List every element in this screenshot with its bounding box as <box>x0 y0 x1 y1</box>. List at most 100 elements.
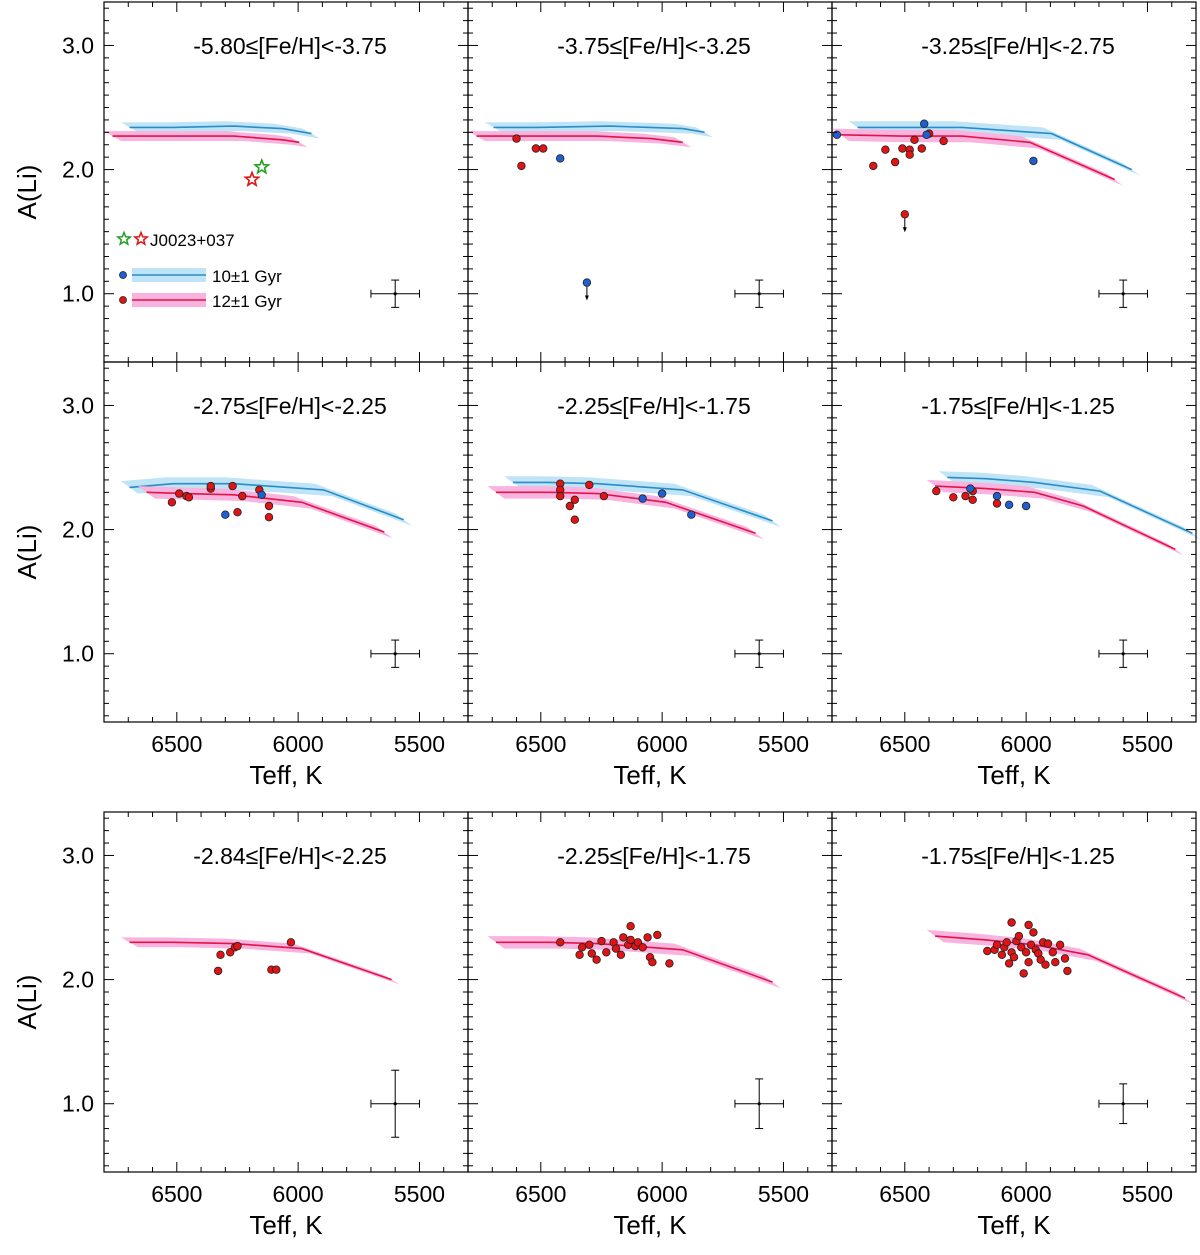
model-line-10gyr <box>493 125 705 134</box>
x-tick-label: 6500 <box>151 731 202 757</box>
data-point-red <box>213 966 223 976</box>
data-point-red <box>206 481 215 491</box>
error-bar <box>1098 279 1148 308</box>
data-point-red <box>1026 940 1036 949</box>
data-point-red <box>1036 955 1045 964</box>
data-point-red <box>272 965 281 974</box>
error-center <box>757 1102 761 1106</box>
data-point-red <box>1019 969 1028 978</box>
model-band-12gyr <box>138 486 393 539</box>
data-point-red <box>225 948 235 957</box>
model-band-12gyr <box>104 131 308 148</box>
axis-ticks <box>832 2 1196 362</box>
data-point-red <box>633 938 643 947</box>
upper-limit-arrowhead <box>584 295 589 301</box>
panel-8: 6500 6000 5500 -2.25≤[Fe/H]<-1.75 Teff, K <box>467 811 833 1240</box>
x-axis-label: Teff, K <box>613 1210 687 1240</box>
axis-ticks <box>104 362 468 722</box>
model-line-10gyr <box>512 481 773 522</box>
data-point-red <box>233 508 242 517</box>
data-point-red <box>1009 953 1019 962</box>
panel-title: -2.25≤[Fe/H]<-1.75 <box>557 393 751 419</box>
data-point-red <box>616 950 626 959</box>
data-point-red <box>939 136 948 146</box>
x-axis-label: Teff, K <box>977 760 1051 790</box>
data-point-blue <box>657 489 667 498</box>
y-tick-label: 3.0 <box>62 32 94 58</box>
axis-ticks <box>832 362 1196 722</box>
data-point-red <box>626 922 635 931</box>
axis-ticks <box>104 2 468 362</box>
data-point-blue <box>1004 500 1014 509</box>
x-tick-label: 6500 <box>515 1181 566 1207</box>
data-point-blue <box>638 494 647 503</box>
panel-6: 6500 6000 5500 -1.75≤[Fe/H]<-1.25 Teff, K <box>831 361 1200 790</box>
model-band-12gyr <box>468 131 692 148</box>
data-point-red <box>599 491 609 501</box>
panel-9: 6500 6000 5500 -1.75≤[Fe/H]<-1.25 Teff, K <box>831 811 1197 1240</box>
x-tick-label: 6500 <box>879 731 930 757</box>
data-point-red <box>587 949 596 958</box>
error-center <box>1121 652 1125 656</box>
x-tick-label: 6500 <box>151 1181 202 1207</box>
data-point-blue <box>922 130 931 139</box>
error-bar <box>370 279 420 308</box>
data-point-red <box>216 950 225 959</box>
model-line-12gyr <box>146 491 385 533</box>
data-point-red <box>638 943 647 952</box>
star-marker-red <box>243 170 261 187</box>
data-point-red <box>869 161 878 171</box>
data-point-red <box>665 959 674 968</box>
data-point-red <box>264 513 274 522</box>
panel-5: 6500 6000 5500 -2.25≤[Fe/H]<-1.75 Teff, K <box>467 361 833 790</box>
data-point-red <box>1024 958 1033 967</box>
data-point-red <box>575 950 584 959</box>
data-point-blue <box>687 510 696 519</box>
x-tick-label: 6000 <box>273 731 324 757</box>
error-center <box>757 652 761 656</box>
data-point-red <box>286 938 296 947</box>
data-point-red <box>1043 939 1053 948</box>
data-point-red <box>570 495 579 504</box>
model-line-10gyr <box>857 126 1133 171</box>
data-point-red <box>592 955 601 964</box>
data-point-red <box>905 150 914 159</box>
x-tick-label: 5500 <box>758 731 809 757</box>
error-bar <box>1098 1083 1148 1125</box>
star-marker-green <box>252 157 271 175</box>
model-line-12gyr <box>840 134 1116 181</box>
data-point-red <box>1024 920 1033 930</box>
data-point-red <box>898 144 907 153</box>
data-point-blue <box>257 490 266 499</box>
panel-title: -2.84≤[Fe/H]<-2.25 <box>193 843 387 869</box>
data-point-red <box>900 210 909 219</box>
data-point-red <box>167 498 177 507</box>
data-point-blue <box>992 491 1002 501</box>
data-point-red <box>556 491 565 501</box>
model-line-12gyr <box>495 491 756 535</box>
x-axis-label: Teff, K <box>249 760 323 790</box>
data-point-blue <box>1029 156 1038 166</box>
x-tick-label: 5500 <box>1122 1181 1173 1207</box>
data-point-red <box>585 480 594 490</box>
data-point-red <box>1004 959 1014 968</box>
error-bar <box>734 1078 784 1130</box>
data-point-red <box>238 491 247 501</box>
data-point-red <box>932 486 941 496</box>
model-line-12gyr <box>495 941 773 983</box>
data-point-red <box>517 161 526 171</box>
panel-4: 1.0 2.0 3.0 6500 6000 5500 -2.75≤[Fe/H]<-2.25 T… <box>12 361 469 790</box>
y-axis-label: A(Li) <box>12 525 42 580</box>
data-point-blue <box>221 510 230 519</box>
panel-7: 1.0 2.0 3.0 6500 6000 5500 -2.84≤[Fe/H]<-2.25 T… <box>12 811 469 1240</box>
data-point-red <box>1007 918 1016 927</box>
panel-title: -5.80≤[Fe/H]<-3.75 <box>193 33 387 59</box>
x-tick-label: 6000 <box>273 1181 324 1207</box>
data-point-red <box>890 157 900 167</box>
model-line-10gyr <box>129 125 312 135</box>
legend-point-blue <box>119 271 127 279</box>
y-tick-label: 1.0 <box>62 281 94 307</box>
data-point-blue <box>832 130 842 139</box>
data-point-blue <box>582 278 592 287</box>
data-point-red <box>910 135 919 144</box>
